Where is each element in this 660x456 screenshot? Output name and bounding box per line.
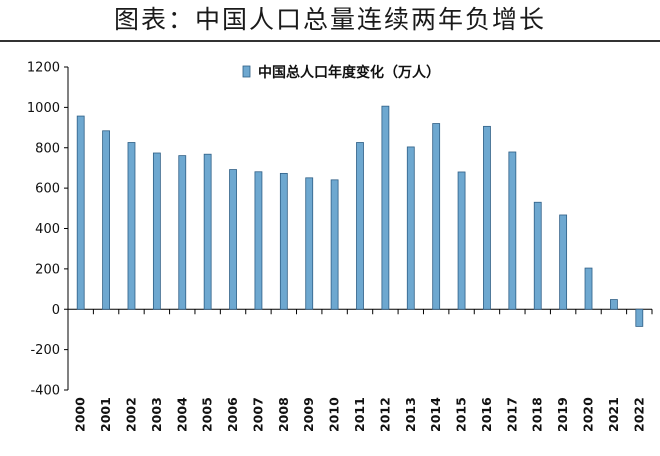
bar-2016: [483, 125, 491, 310]
y-tick-label: 400: [35, 222, 60, 237]
bar-2003: [152, 152, 161, 310]
y-tick-label: 200: [35, 262, 60, 277]
bar-2010: [330, 179, 339, 310]
title-divider: [0, 40, 660, 42]
x-tick-label: 2011: [352, 397, 367, 432]
legend-swatch: [242, 65, 251, 78]
y-tick-label: 0: [52, 303, 60, 318]
y-tick-label: 1200: [27, 61, 60, 76]
bar-2019: [559, 214, 568, 310]
bar-2021: [610, 299, 618, 310]
x-tick-label: 2000: [73, 397, 88, 432]
bar-2005: [203, 153, 212, 310]
x-tick-label: 2014: [428, 397, 443, 432]
x-tick-label: 2006: [225, 397, 240, 432]
bar-2000: [76, 115, 85, 310]
bar-2022: [635, 308, 644, 327]
bar-2008: [279, 172, 288, 310]
x-tick-label: 2015: [454, 397, 469, 432]
y-tick-label: -200: [30, 343, 60, 358]
x-tick-label: 2003: [149, 397, 164, 432]
bar-2007: [254, 171, 263, 310]
bottom-strip: [0, 446, 660, 456]
x-tick-label: 2009: [301, 397, 316, 432]
x-tick-label: 2020: [581, 397, 596, 432]
bar-2009: [305, 177, 314, 310]
bar-2012: [381, 105, 390, 310]
x-tick-label: 2017: [504, 397, 519, 432]
bar-2011: [356, 142, 364, 310]
x-tick-label: 2016: [479, 397, 494, 432]
legend-label: 中国总人口年度变化（万人）: [258, 64, 440, 81]
bar-2001: [102, 130, 110, 310]
y-tick-label: 1000: [27, 101, 60, 116]
y-tick-label: -400: [30, 384, 60, 399]
bar-2013: [406, 146, 415, 310]
bar-2017: [508, 151, 517, 310]
page-title: 图表：中国人口总量连续两年负增长: [113, 5, 546, 34]
bar-2002: [127, 142, 136, 310]
x-tick-label: 2022: [631, 397, 646, 432]
x-tick-label: 2013: [403, 397, 418, 432]
x-tick-label: 2004: [174, 397, 189, 432]
bar-2018: [533, 201, 542, 310]
bar-2015: [457, 171, 466, 310]
x-tick-label: 2007: [250, 397, 265, 432]
x-tick-label: 2019: [555, 397, 570, 432]
x-tick-label: 2008: [276, 397, 291, 432]
x-tick-label: 2021: [606, 397, 621, 432]
bar-2020: [584, 267, 593, 310]
x-tick-label: 2010: [327, 397, 342, 432]
bar-2014: [432, 123, 441, 310]
bar-2004: [178, 155, 187, 310]
x-tick-label: 2005: [200, 397, 215, 432]
x-tick-label: 2002: [123, 397, 138, 432]
x-tick-label: 2018: [530, 397, 545, 432]
y-tick-label: 600: [35, 182, 60, 197]
x-tick-label: 2001: [98, 397, 113, 432]
x-tick-label: 2012: [377, 397, 392, 432]
bar-2006: [229, 169, 237, 310]
y-tick-label: 800: [35, 141, 60, 156]
